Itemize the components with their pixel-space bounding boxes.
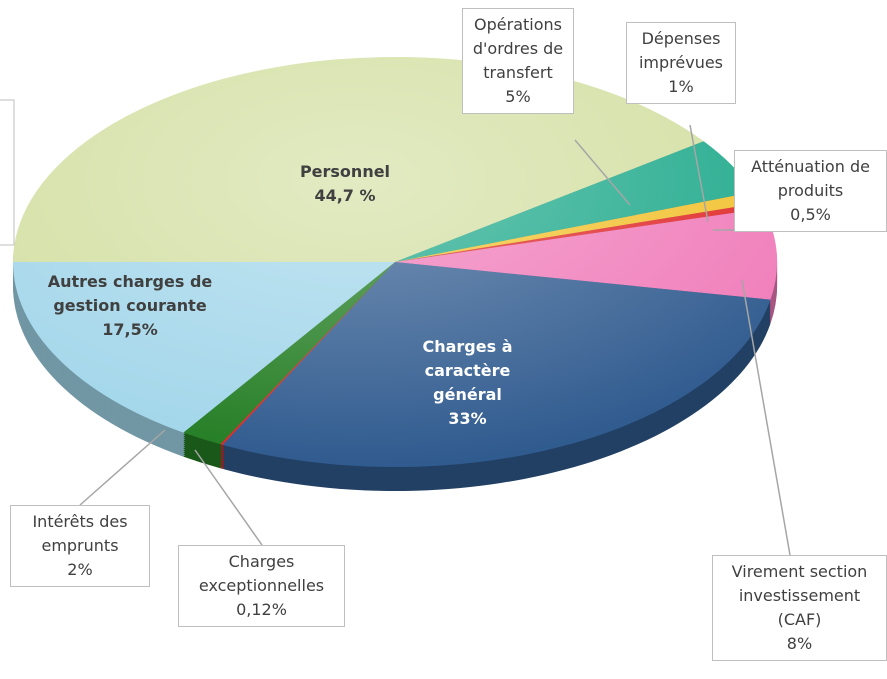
category-label: Intérêts des emprunts [32, 512, 128, 555]
slice-label: Charges à caractère général 33% [405, 335, 530, 431]
slice-label: Virement section investissement (CAF) 8% [712, 555, 887, 661]
category-label: Atténuation de produits [751, 157, 870, 200]
slice-label: Opérations d'ordres de transfert 5% [462, 8, 574, 114]
slice-label: Intérêts des emprunts 2% [10, 505, 150, 587]
value-label: 33% [448, 409, 487, 428]
category-label: Charges à caractère général [422, 337, 513, 404]
leader-line [574, 139, 631, 206]
category-label: Dépenses imprévues [638, 29, 724, 72]
value-label: 44,7 % [314, 186, 376, 205]
category-label: Charges exceptionnelles [198, 552, 325, 595]
category-label: Autres charges de gestion courante [47, 272, 213, 315]
category-label: Virement section investissement (CAF) [731, 562, 868, 629]
value-label: 5% [505, 87, 531, 106]
value-label: 17,5% [102, 320, 158, 339]
value-label: 1% [668, 77, 694, 96]
leader-line [741, 279, 791, 556]
slice-label: Personnel 44,7 % [260, 160, 430, 208]
value-label: 0,5% [790, 205, 831, 224]
leader-line [689, 124, 709, 223]
value-label: 8% [786, 634, 813, 653]
slice-label: Autres charges de gestion courante 17,5% [30, 270, 230, 342]
leader-line [79, 429, 166, 506]
cropped-box [0, 99, 15, 246]
slice-label: Charges exceptionnelles 0,12% [178, 545, 345, 627]
category-label: Opérations d'ordres de transfert [472, 15, 564, 82]
category-label: Personnel [299, 162, 391, 181]
leader-line [194, 449, 263, 546]
value-label: 0,12% [236, 600, 287, 619]
slice-label: Atténuation de produits 0,5% [734, 150, 887, 232]
slice-label: Dépenses imprévues 1% [626, 22, 736, 104]
value-label: 2% [67, 560, 93, 579]
